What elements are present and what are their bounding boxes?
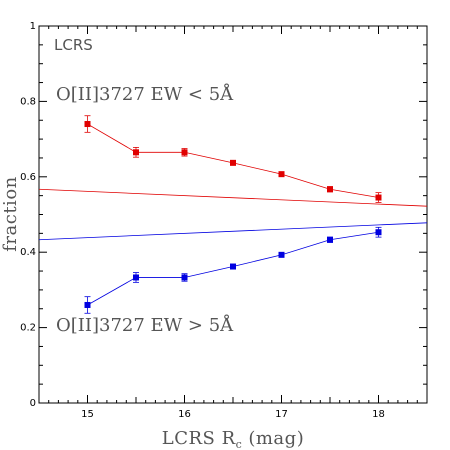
- x-axis-title: LCRS Rc (mag): [162, 428, 304, 450]
- x-tick-label: 16: [178, 409, 191, 420]
- low_ew-fit-line: [38, 188, 428, 207]
- axis-tick-labels: 15 16 17 18 0 0.2 0.4 0.6 0.8 1: [20, 21, 385, 420]
- survey-label: LCRS: [54, 36, 93, 54]
- high_ew-series: [84, 226, 382, 314]
- x-tick-label: 17: [275, 409, 288, 420]
- fit-lines: [38, 188, 428, 241]
- y-tick-label: 0.6: [20, 172, 36, 183]
- high_ew-point: [327, 236, 333, 243]
- x-axis-label-sub: c: [236, 438, 243, 450]
- y-tick-label: 1: [30, 21, 36, 32]
- x-tick-label: 15: [81, 409, 94, 420]
- x-tick-label: 18: [372, 409, 385, 420]
- high_ew-point: [375, 229, 382, 236]
- y-tick-label: 0.8: [20, 96, 36, 107]
- axis-ticks: [38, 25, 428, 404]
- y-tick-label: 0: [30, 398, 36, 409]
- low_ew-point: [278, 171, 285, 178]
- y-tick-label: 0.4: [20, 247, 36, 258]
- high_ew-fit-line: [38, 222, 428, 241]
- low_ew-point: [230, 159, 236, 166]
- plot-frame: [38, 25, 428, 404]
- low_ew-series: [84, 115, 382, 203]
- y-axis-title: fraction: [0, 176, 21, 252]
- high_ew-point: [181, 274, 188, 281]
- high-ew-annotation: O[II]3727 EW > 5Å: [56, 314, 234, 336]
- high_ew-point: [278, 251, 285, 258]
- low_ew-point: [327, 186, 333, 193]
- high_ew-point: [230, 263, 236, 270]
- y-tick-label: 0.2: [20, 323, 36, 334]
- data-series: [84, 115, 382, 314]
- low_ew-point: [84, 121, 91, 128]
- low_ew-point: [181, 149, 188, 156]
- low-ew-annotation: O[II]3727 EW < 5Å: [56, 83, 234, 105]
- low_ew-point: [375, 194, 382, 201]
- high_ew-point: [84, 301, 91, 308]
- x-axis-label-main: LCRS R: [162, 428, 236, 449]
- low_ew-point: [133, 149, 139, 156]
- x-axis-label-unit: (mag): [248, 428, 304, 449]
- high_ew-point: [133, 274, 139, 281]
